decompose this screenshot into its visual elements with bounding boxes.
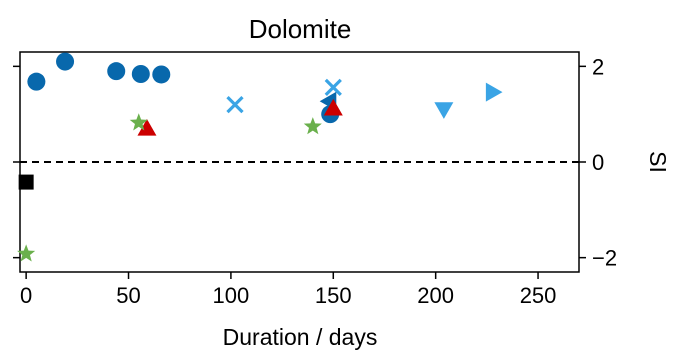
x-axis-label: Duration / days <box>223 324 378 350</box>
chart-title: Dolomite <box>249 14 352 44</box>
data-point-circle <box>107 62 126 81</box>
x-tick-label: 150 <box>315 283 352 308</box>
x-axis: 0 50 100 150 200 250 <box>20 272 556 308</box>
y-tick-label: 2 <box>592 54 604 79</box>
data-point-star <box>17 244 36 262</box>
y-axis: −2 0 2 <box>13 54 617 271</box>
y-axis-label: SI <box>645 151 671 173</box>
data-point-triangle-up <box>323 98 343 116</box>
data-point-circle <box>131 65 150 83</box>
x-tick-label: 0 <box>20 283 32 308</box>
data-point-star <box>129 113 148 131</box>
data-point-x <box>324 78 342 97</box>
data-point-triangle-right <box>485 82 503 102</box>
plot-area: 0 50 100 150 200 250 −2 0 2 <box>13 51 617 308</box>
x-tick-label: 250 <box>520 283 557 308</box>
data-point-square <box>18 174 34 190</box>
data-point-x <box>226 95 244 114</box>
data-point-triangle-up <box>137 119 157 136</box>
y-tick-label: 0 <box>592 150 604 175</box>
y-tick-label: −2 <box>592 246 617 271</box>
data-points <box>17 52 503 262</box>
data-point-circle <box>152 65 171 84</box>
data-point-circle <box>27 72 46 91</box>
data-point-triangle-down <box>434 102 454 119</box>
data-point-circle <box>56 52 75 71</box>
x-tick-label: 200 <box>417 283 454 308</box>
data-point-star <box>303 117 322 135</box>
x-tick-label: 100 <box>213 283 250 308</box>
x-tick-label: 50 <box>116 283 140 308</box>
